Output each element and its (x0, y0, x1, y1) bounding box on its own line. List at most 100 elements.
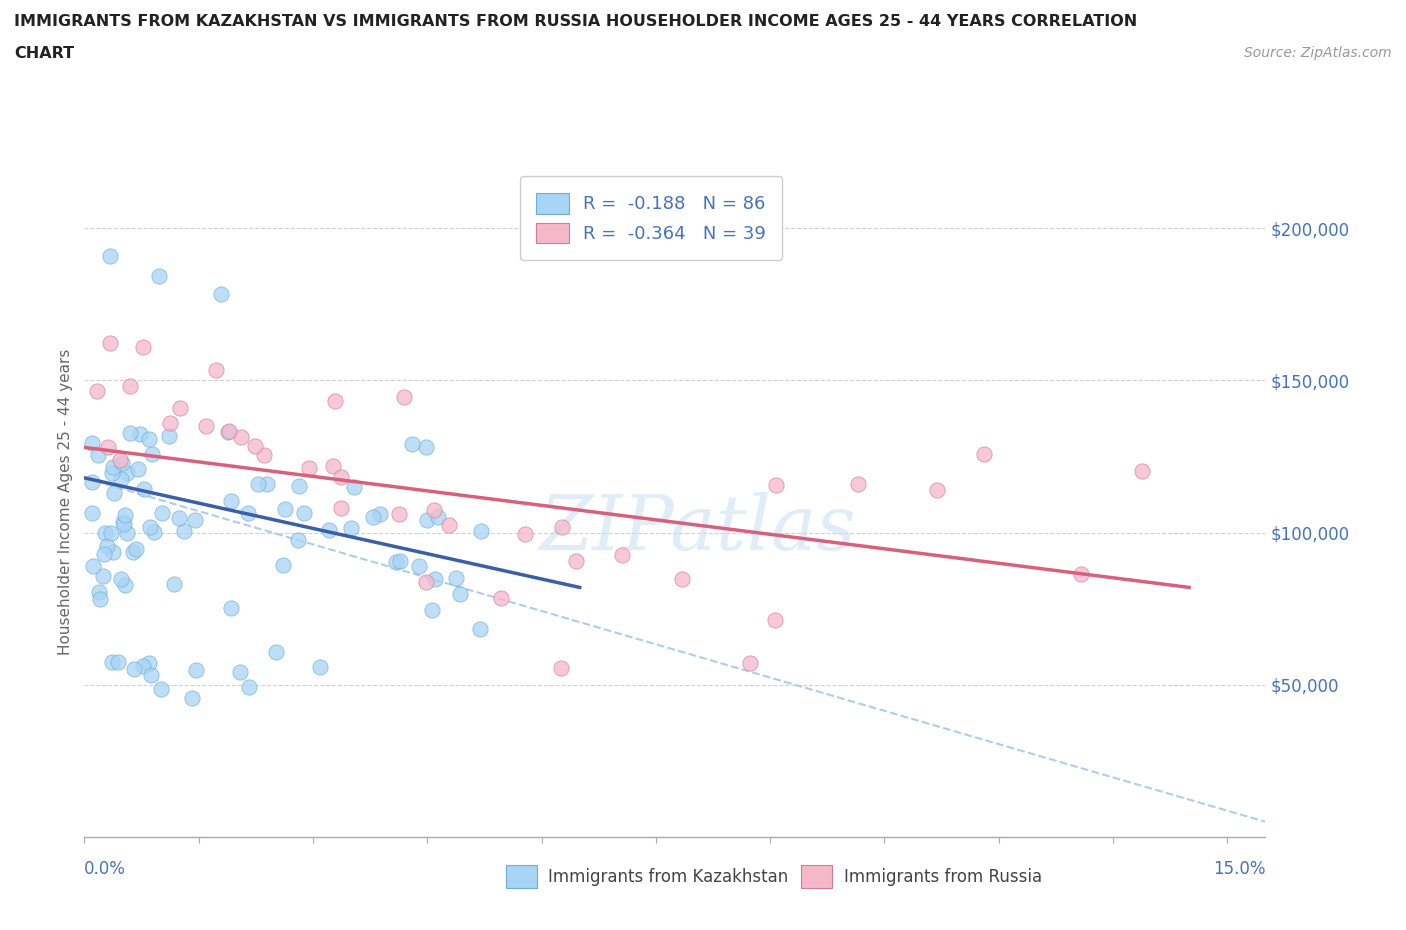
Point (388, 507, 411, 522)
Point (114, 578, 136, 592)
Point (610, 548, 633, 563)
Point (415, 440, 437, 455)
Point (87, 447, 110, 462)
Point (138, 656, 160, 671)
Point (229, 665, 252, 680)
Point (80, 436, 103, 451)
Point (142, 525, 165, 539)
Point (217, 424, 239, 439)
Point (427, 510, 450, 525)
Point (184, 512, 207, 527)
Point (80, 506, 103, 521)
Point (343, 480, 366, 495)
Point (115, 525, 138, 540)
Point (111, 456, 134, 471)
Point (180, 690, 202, 705)
Point (846, 477, 869, 492)
Point (274, 501, 297, 516)
Point (173, 524, 195, 538)
Point (118, 425, 141, 440)
Point (318, 523, 340, 538)
Point (550, 660, 572, 675)
Point (415, 575, 437, 590)
Point (1070, 566, 1092, 581)
Point (167, 511, 190, 525)
Point (112, 517, 135, 532)
Point (740, 655, 762, 670)
Point (94, 525, 117, 540)
Point (80, 474, 103, 489)
Point (322, 458, 344, 473)
Point (108, 453, 131, 468)
Point (93, 547, 115, 562)
Point (100, 525, 122, 540)
Point (470, 523, 492, 538)
Point (513, 526, 536, 541)
Point (114, 508, 136, 523)
Point (86, 384, 108, 399)
Point (329, 470, 352, 485)
Point (125, 542, 148, 557)
Point (132, 658, 155, 673)
Point (141, 668, 163, 683)
Text: Source: ZipAtlas.com: Source: ZipAtlas.com (1244, 46, 1392, 60)
Point (111, 515, 134, 530)
Text: Immigrants from Kazakhstan: Immigrants from Kazakhstan (548, 868, 789, 885)
Text: Immigrants from Russia: Immigrants from Russia (844, 868, 1042, 885)
Point (110, 571, 132, 586)
Point (264, 644, 287, 659)
Point (132, 482, 155, 497)
Point (141, 446, 163, 461)
Point (150, 506, 173, 521)
Point (148, 269, 170, 284)
Point (388, 553, 411, 568)
Point (288, 479, 311, 494)
Point (551, 519, 574, 534)
Point (159, 416, 181, 431)
Point (209, 286, 232, 301)
Point (470, 622, 492, 637)
Point (1130, 463, 1153, 478)
Point (150, 682, 173, 697)
Point (236, 506, 259, 521)
Point (243, 439, 266, 454)
Point (229, 430, 252, 445)
Point (101, 655, 124, 670)
Point (101, 466, 124, 481)
Point (671, 571, 693, 586)
Point (127, 461, 149, 476)
Point (420, 603, 443, 618)
Point (392, 390, 415, 405)
Point (98, 335, 121, 350)
Point (132, 340, 155, 355)
Point (565, 554, 588, 569)
Point (298, 460, 321, 475)
Point (763, 613, 786, 628)
Point (219, 493, 242, 508)
Point (401, 436, 423, 451)
Point (96, 538, 118, 553)
Point (138, 520, 160, 535)
Point (450, 587, 472, 602)
Point (292, 506, 315, 521)
Point (82, 558, 104, 573)
Text: CHART: CHART (14, 46, 75, 61)
Point (330, 501, 353, 516)
Point (765, 478, 787, 493)
Point (186, 662, 208, 677)
Y-axis label: Householder Income Ages 25 - 44 years: Householder Income Ages 25 - 44 years (58, 349, 73, 656)
Text: ZIPatlas: ZIPatlas (540, 492, 856, 566)
Point (89, 591, 111, 606)
Point (408, 559, 430, 574)
Point (169, 401, 191, 416)
Point (247, 476, 270, 491)
Point (129, 427, 152, 442)
Legend: R =  -0.188   N = 86, R =  -0.364   N = 39: R = -0.188 N = 86, R = -0.364 N = 39 (520, 177, 782, 259)
Point (437, 518, 460, 533)
Point (120, 379, 142, 393)
Point (93, 568, 115, 583)
Point (101, 459, 124, 474)
Point (973, 446, 995, 461)
Point (323, 393, 346, 408)
Point (194, 418, 217, 433)
